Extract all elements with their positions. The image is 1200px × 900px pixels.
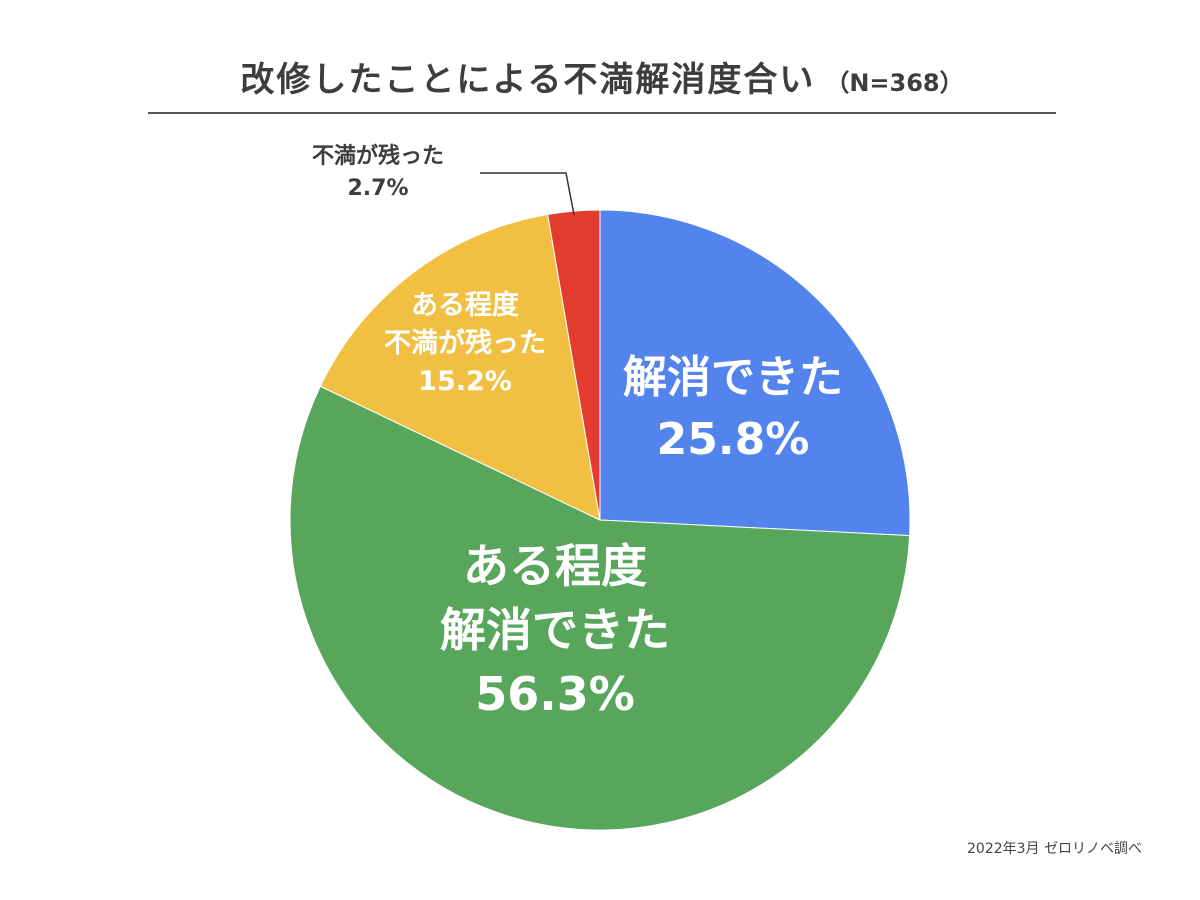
slice-percent: 25.8% xyxy=(657,414,810,465)
slice-label: 解消できた 25.8% xyxy=(623,352,843,465)
source-credit: 2022年3月 ゼロリノベ調べ xyxy=(967,841,1142,857)
slice-percent: 56.3% xyxy=(475,667,635,721)
pie-slice xyxy=(599,209,911,537)
slice-label-line: 不満が残った xyxy=(312,143,444,169)
slice-label-line: 不満が残った xyxy=(384,327,546,359)
slice-label: 不満が残った 2.7% xyxy=(312,143,444,201)
slice-label-line: ある程度 xyxy=(463,539,647,593)
sample-size-label: （N=368） xyxy=(825,69,964,97)
pie-slice xyxy=(319,213,601,521)
chart-title: 改修したことによる不満解消度合い （N=368） xyxy=(148,52,1056,101)
slice-label-line: 解消できた xyxy=(623,352,843,403)
slice-label-line: 解消できた xyxy=(440,603,670,657)
slice-label: ある程度解消できた 56.3% xyxy=(440,539,670,721)
chart-title-text: 改修したことによる不満解消度合い xyxy=(240,60,816,100)
slice-percent: 2.7% xyxy=(347,176,408,201)
slice-label-line: ある程度 xyxy=(411,289,519,321)
pie-slice xyxy=(289,385,911,831)
title-underline xyxy=(148,112,1056,114)
leader-line xyxy=(480,172,575,216)
slice-label: ある程度不満が残った 15.2% xyxy=(384,289,546,397)
slice-percent: 15.2% xyxy=(418,366,512,397)
